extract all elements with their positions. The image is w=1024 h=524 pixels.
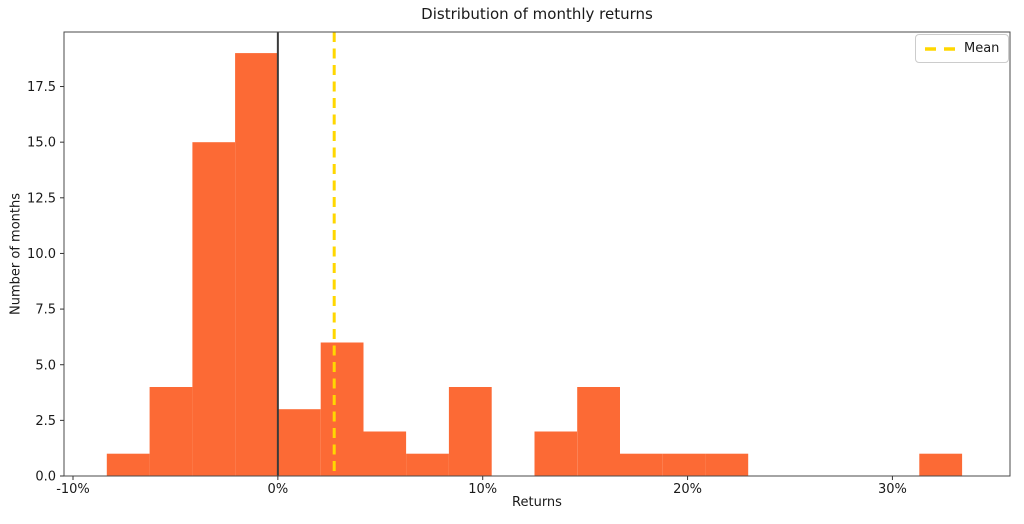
histogram-bar xyxy=(448,387,492,476)
histogram-bar xyxy=(406,453,449,476)
histogram-bar xyxy=(192,142,235,476)
mean-dashed-line-icon xyxy=(925,46,955,51)
histogram-bar xyxy=(705,453,749,476)
y-tick-label: 12.5 xyxy=(27,191,56,206)
x-tick-label: 30% xyxy=(878,482,907,497)
plot-spines xyxy=(63,31,1011,477)
histogram-bar xyxy=(577,387,620,476)
histogram-bar xyxy=(363,431,407,476)
legend-label-mean: Mean xyxy=(964,41,1000,56)
x-axis-label: Returns xyxy=(512,495,562,510)
histogram-bar xyxy=(919,453,963,476)
y-tick-label: 7.5 xyxy=(35,303,56,318)
histogram-bar xyxy=(320,342,364,476)
y-tick-label: 10.0 xyxy=(27,247,56,262)
histogram-bar xyxy=(149,387,193,476)
x-tick-label: -10% xyxy=(56,482,90,497)
y-axis-label: Number of months xyxy=(8,193,24,315)
y-tick-label: 17.5 xyxy=(27,80,56,95)
x-tick-label: 10% xyxy=(468,482,497,497)
histogram-bar xyxy=(534,431,578,476)
x-tick-label: 20% xyxy=(673,482,702,497)
histogram-bar xyxy=(235,53,278,476)
histogram-bar xyxy=(277,409,321,476)
x-tick-label: 0% xyxy=(268,482,289,497)
y-tick-label: 2.5 xyxy=(35,414,56,429)
histogram-bar xyxy=(106,453,150,476)
y-tick-label: 5.0 xyxy=(35,358,56,373)
histogram-bar xyxy=(620,453,663,476)
y-tick-label: 15.0 xyxy=(27,136,56,151)
chart-title: Distribution of monthly returns xyxy=(421,5,653,23)
y-tick-label: 0.0 xyxy=(35,470,56,485)
histogram-bar xyxy=(662,453,706,476)
legend: Mean xyxy=(915,34,1010,63)
